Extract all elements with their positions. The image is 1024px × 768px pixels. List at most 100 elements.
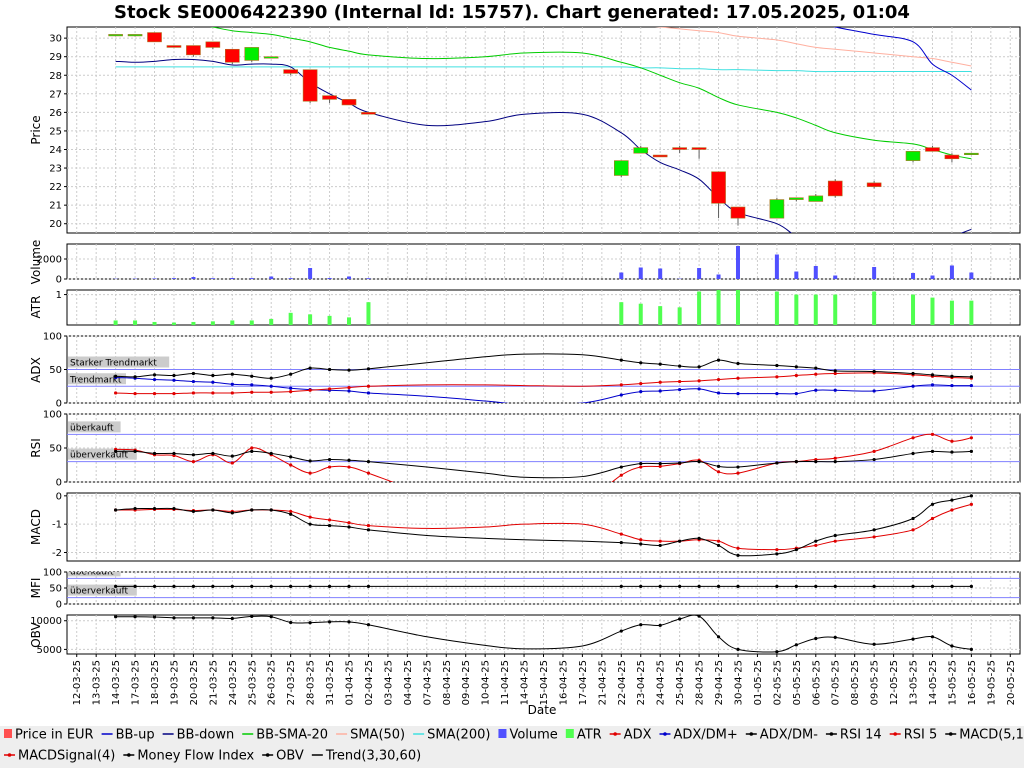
obv-point [678,617,682,621]
adx-point [347,368,351,372]
adx-dm-plus-line [115,377,972,403]
obv-point [872,642,876,646]
adx-point [327,367,332,372]
x-axis: 12-03-25 13-03-25 14-03-25 17-03-25 18-03-25… [72,654,1017,705]
x-tick-label: 17-04-25 [578,660,589,705]
macd-point [911,516,915,521]
atr-bar [930,297,935,325]
legend-item: ADX/DM- [745,728,818,743]
x-tick-label: 18-03-25 [150,660,161,705]
rsi14-point [172,451,176,456]
mfi-point [814,584,818,589]
legend-label: SMA(50) [350,728,405,743]
rsi5-point [327,465,332,469]
candle-down [944,154,960,160]
atr-ytick-label: 1 [56,290,62,301]
x-tick-label: 19-05-25 [986,660,997,705]
atr-bar [619,302,624,325]
x-tick-label: 07-05-25 [831,660,842,705]
rsi14-point [775,461,779,465]
legend-swatch-dot [127,753,131,757]
atr-bar [911,294,916,325]
atr-bar [113,320,118,325]
macd-signal-point [736,546,740,550]
macd-point [775,552,779,556]
atr-bar [638,303,643,325]
x-tick-label: 01-05-25 [753,660,764,705]
volume-ytick-label: 2000 [37,255,62,266]
annotation-label: Starker Trendmarkt [70,359,157,369]
candle-down [925,147,940,152]
rsi14-point [716,464,721,468]
adx-dm-minus-point [736,376,740,380]
mfi-point [114,584,118,589]
mfi-point [289,584,293,589]
macd-signal-point [872,535,876,539]
adx-dm-minus-point [152,392,157,396]
volume-bar [833,275,838,279]
candle-down [186,45,201,56]
volume-bar [949,265,954,279]
obv-point [697,615,701,618]
adx-line [115,353,972,379]
legend-swatch-dot [829,732,834,736]
legend-label: SMA(200) [427,728,490,743]
obv-point [639,623,643,627]
rsi14-point [152,451,157,456]
macd-point [950,498,954,502]
obv-point [211,616,215,620]
x-tick-label: 11-04-25 [500,660,511,705]
adx-panel: 0 50 100 ADX Starker Trendmarkt Trendmarkt [29,332,1021,410]
x-tick-label: 29-04-25 [714,660,725,705]
atr-bar [658,306,663,325]
adx-dm-plus-point [794,392,798,396]
adx-dm-minus-point [230,391,234,395]
adx-dm-minus-point [308,388,312,392]
adx-dm-plus-point [347,389,351,393]
mfi-point [366,584,371,589]
adx-dm-plus-point [930,383,935,387]
adx-dm-minus-point [619,383,623,387]
volume-bar [619,272,624,279]
obv-point [152,615,157,619]
bb-sma20-line [210,27,972,160]
adx-dm-plus-point [366,391,371,395]
candle-down [652,154,668,158]
adx-dm-minus-point [327,387,332,391]
rsi-y-label: RSI [29,438,43,458]
legend-swatch [498,729,507,738]
annotation-bg [68,421,121,433]
x-tick-label: 13-05-25 [909,660,920,705]
adx-dm-plus-point [697,387,701,391]
adx-dm-minus-point [697,379,701,383]
legend-item: BB-down [162,728,234,743]
macd-point [697,536,701,540]
macd-ytick-label: 0 [56,491,62,502]
annotation-bg [68,356,170,368]
x-tick-label: 09-05-25 [870,660,881,705]
adx-dm-minus-point [639,381,643,386]
adx-dm-plus-point [814,388,818,392]
rsi-ytick-label: 50 [49,444,62,455]
rsi5-point [969,436,973,440]
chart-title: Stock SE0006422390 (Internal Id: 15757).… [114,2,910,23]
price-panel: 20 21 22 23 24 25 26 27 28 29 30 Price [29,26,1021,234]
rsi14-point [133,449,137,453]
adx-dm-minus-line [115,372,972,395]
adx-dm-minus-point [250,390,254,394]
candle-down [711,171,726,204]
rsi5-point [289,463,293,467]
candle-down [866,182,882,187]
rsi-ytick-label: 0 [56,478,62,489]
legend-item: OBV [262,749,304,764]
rsi14-point [347,458,351,462]
annotation-label: überverkauft [70,451,129,461]
candle-up [108,34,123,37]
macd-signal-point [289,509,293,514]
adx-dm-minus-point [678,379,682,384]
atr-bar [308,314,313,325]
adx-dm-minus-point [269,390,273,394]
macd-signal-point [658,539,662,543]
mfi-point [133,584,137,589]
adx-dm-plus-point [230,382,234,386]
